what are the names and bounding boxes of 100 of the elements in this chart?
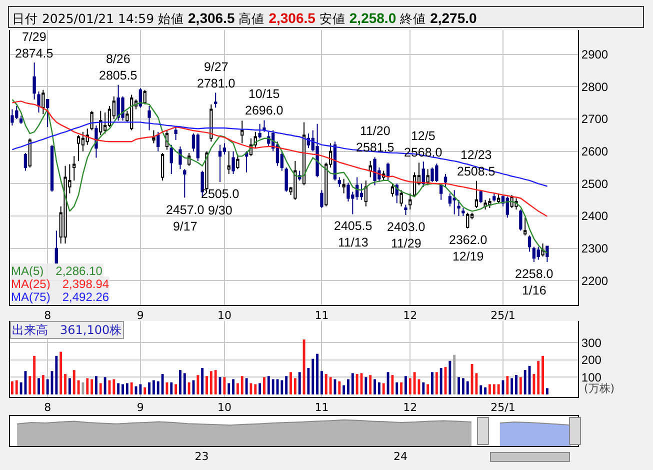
y-tick-label: 2700 xyxy=(581,112,608,126)
candlestick xyxy=(404,204,408,216)
bar xyxy=(258,383,262,394)
bar xyxy=(356,374,358,394)
bar xyxy=(294,378,296,394)
bar xyxy=(329,377,332,394)
candlestick xyxy=(178,146,182,170)
bar xyxy=(95,376,98,394)
bar xyxy=(72,370,76,394)
annotation: 出来高 361,100株 xyxy=(12,323,122,337)
candlestick xyxy=(19,115,23,124)
candlestick xyxy=(519,209,522,232)
candlestick xyxy=(524,217,527,236)
bar xyxy=(174,384,178,394)
bar xyxy=(316,354,318,394)
bar xyxy=(254,384,257,394)
bar xyxy=(139,384,142,394)
y-tick-label: 200 xyxy=(581,353,602,368)
x-tick-label: 24 xyxy=(394,450,408,464)
candlestick xyxy=(541,243,544,257)
candlestick xyxy=(316,123,319,178)
bar xyxy=(382,383,385,394)
candlestick xyxy=(232,150,235,174)
annotation: 2403.0 11/29 xyxy=(387,220,426,250)
candlestick xyxy=(532,246,536,262)
y-tick-label: 300 xyxy=(581,336,602,350)
candlestick xyxy=(160,152,164,181)
candlestick xyxy=(262,120,266,132)
bar xyxy=(236,383,239,394)
bar xyxy=(245,378,248,394)
candlestick xyxy=(452,190,456,215)
candlestick xyxy=(440,183,443,200)
candlestick xyxy=(54,230,58,264)
bar xyxy=(400,382,403,394)
candlestick xyxy=(390,183,394,198)
candlestick xyxy=(90,110,94,131)
annotation: 8/26 2805.5 xyxy=(99,52,138,82)
candlestick xyxy=(240,120,244,144)
bar xyxy=(86,378,89,394)
candlestick xyxy=(506,196,509,218)
bar xyxy=(488,384,491,394)
bar xyxy=(68,378,71,394)
annotation: 2258.0 1/16 xyxy=(515,267,554,298)
bar xyxy=(426,384,430,394)
bar xyxy=(232,379,234,394)
bar xyxy=(396,382,398,394)
bar xyxy=(161,374,164,394)
candlestick xyxy=(210,104,213,142)
bar xyxy=(267,376,270,394)
bar xyxy=(435,372,438,394)
bar xyxy=(188,382,190,394)
annotation: 12/23 2508.5 xyxy=(457,148,496,178)
candlestick xyxy=(408,192,412,210)
bar xyxy=(117,383,120,394)
candlestick xyxy=(284,167,288,192)
bar xyxy=(537,360,540,394)
bar xyxy=(42,375,44,394)
y-tick-label: 100 xyxy=(581,370,602,384)
candlestick xyxy=(364,180,368,207)
bar xyxy=(532,374,536,394)
bar xyxy=(170,382,173,394)
bar xyxy=(148,382,150,394)
bar xyxy=(448,360,452,394)
bar xyxy=(391,375,394,394)
candlestick xyxy=(462,207,465,217)
annotation: 9/27 2781.0 xyxy=(197,60,236,90)
bar xyxy=(210,371,212,394)
candlestick xyxy=(368,160,372,178)
candlestick xyxy=(479,190,482,204)
y-tick-label: 2500 xyxy=(581,176,608,191)
bar xyxy=(506,376,509,394)
x-tick-label: 12 xyxy=(403,401,418,414)
bar xyxy=(112,379,116,394)
bar xyxy=(152,380,155,394)
x-tick-label: 23 xyxy=(194,450,209,464)
bar xyxy=(369,375,372,394)
bar xyxy=(33,356,36,394)
y-tick-label: 2300 xyxy=(581,242,608,256)
bar xyxy=(55,356,58,394)
candlestick xyxy=(546,246,549,262)
bar xyxy=(290,372,292,394)
bar xyxy=(82,382,84,394)
bar xyxy=(38,378,40,394)
candlestick xyxy=(492,192,496,202)
candlestick xyxy=(99,110,102,136)
bar xyxy=(364,377,368,394)
bar xyxy=(546,388,548,394)
x-tick-label: 25/1 xyxy=(490,401,516,414)
candlestick xyxy=(426,168,430,186)
bar xyxy=(492,384,496,394)
candlestick xyxy=(236,154,240,170)
bar xyxy=(519,377,522,394)
bar xyxy=(126,383,128,394)
bar xyxy=(422,382,425,394)
bar xyxy=(497,384,500,394)
bar xyxy=(312,358,314,394)
candlestick xyxy=(10,108,14,126)
bar xyxy=(338,381,341,394)
candlestick xyxy=(320,190,324,208)
candlestick xyxy=(302,122,306,186)
